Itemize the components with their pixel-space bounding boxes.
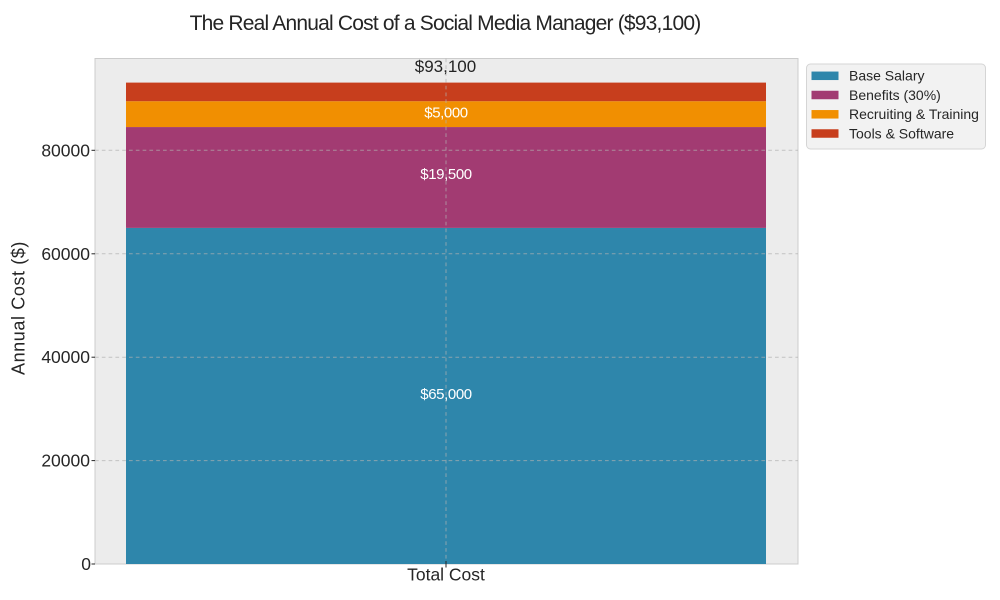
svg-text:60000: 60000	[41, 244, 90, 264]
svg-text:Recruiting & Training: Recruiting & Training	[849, 106, 979, 122]
svg-text:20000: 20000	[41, 451, 90, 471]
svg-text:Tools & Software: Tools & Software	[849, 125, 954, 141]
svg-text:80000: 80000	[41, 140, 90, 160]
svg-text:The Real Annual Cost of a Soci: The Real Annual Cost of a Social Media M…	[190, 12, 701, 35]
svg-text:Base Salary: Base Salary	[849, 68, 924, 84]
svg-text:Annual Cost ($): Annual Cost ($)	[9, 241, 29, 375]
svg-text:Benefits (30%): Benefits (30%)	[849, 87, 941, 103]
svg-text:$19,500: $19,500	[420, 166, 471, 183]
svg-text:0: 0	[81, 554, 91, 574]
svg-text:$5,000: $5,000	[424, 104, 468, 121]
svg-text:40000: 40000	[41, 347, 90, 367]
svg-text:$93,100: $93,100	[415, 57, 476, 76]
svg-text:$65,000: $65,000	[420, 386, 471, 403]
svg-text:Total Cost: Total Cost	[407, 565, 485, 585]
